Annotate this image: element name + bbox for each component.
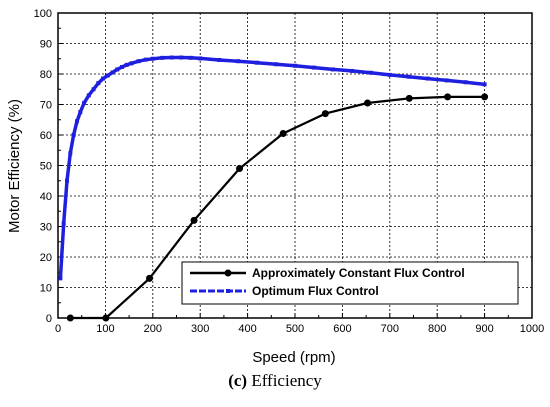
data-point-optimum-flux [119, 64, 124, 69]
y-tick-label: 100 [34, 8, 52, 20]
data-point-optimum-flux [169, 55, 174, 60]
data-point-constant-flux [444, 93, 452, 101]
y-tick-label: 70 [40, 100, 52, 112]
data-point-constant-flux [279, 129, 287, 137]
data-point-constant-flux [321, 110, 329, 118]
caption-label: (c) [228, 371, 248, 390]
x-tick-label: 500 [286, 323, 304, 335]
data-point-optimum-flux [91, 87, 96, 92]
data-point-optimum-flux [115, 67, 120, 72]
y-tick-label: 0 [46, 313, 52, 325]
data-point-optimum-flux [198, 56, 203, 61]
y-tick-label: 10 [40, 283, 52, 295]
figure-caption: (c) Efficiency [0, 371, 550, 391]
data-point-optimum-flux [387, 72, 392, 77]
efficiency-chart: 0 100 200 300 400 500 600 700 800 900 1000 0 10 20 30… [6, 8, 544, 366]
series-line-optimum-flux [58, 55, 485, 279]
x-tick-label: 1000 [520, 323, 544, 335]
y-tick-label: 80 [40, 69, 52, 81]
x-tick-label: 900 [475, 323, 493, 335]
legend-marker-optimum-flux [226, 289, 230, 293]
series-group [58, 55, 489, 322]
y-axis-title: Motor Efficiency (%) [6, 99, 23, 233]
y-tick-label: 90 [40, 39, 52, 51]
axis-ticks [57, 12, 533, 319]
data-point-optimum-flux [105, 73, 110, 78]
legend-marker-constant-flux [224, 269, 232, 277]
data-point-constant-flux [66, 314, 74, 322]
data-point-optimum-flux [71, 133, 76, 137]
data-point-optimum-flux [274, 62, 279, 67]
data-point-constant-flux [102, 314, 110, 322]
data-point-constant-flux [145, 274, 153, 282]
data-point-optimum-flux [82, 100, 87, 105]
x-tick-label: 100 [96, 323, 114, 335]
data-point-optimum-flux [217, 57, 222, 62]
data-point-optimum-flux [143, 57, 148, 62]
x-tick-label: 300 [191, 323, 209, 335]
x-tick-label: 700 [381, 323, 399, 335]
legend-label-constant-flux: Approximately Constant Flux Control [252, 266, 465, 280]
data-point-optimum-flux [129, 61, 134, 66]
data-point-optimum-flux [293, 63, 297, 68]
y-tick-label: 40 [40, 191, 52, 203]
data-point-optimum-flux [86, 93, 91, 98]
legend-label-optimum-flux: Optimum Flux Control [252, 284, 379, 298]
data-point-optimum-flux [58, 276, 63, 281]
data-point-optimum-flux [255, 60, 260, 65]
data-point-constant-flux [190, 216, 198, 224]
data-point-optimum-flux [188, 55, 193, 60]
data-point-optimum-flux [96, 81, 101, 86]
data-point-constant-flux [481, 93, 489, 101]
y-tick-labels: 0 10 20 30 40 50 60 70 80 90 100 [34, 8, 52, 325]
data-point-optimum-flux [425, 76, 430, 81]
x-axis-title: Speed (rpm) [252, 349, 335, 366]
y-tick-label: 30 [40, 222, 52, 234]
x-tick-labels: 0 100 200 300 400 500 600 700 800 900 1000 [55, 323, 544, 335]
y-tick-label: 60 [40, 130, 52, 142]
data-point-optimum-flux [65, 178, 70, 183]
x-tick-label: 0 [55, 323, 61, 335]
data-point-optimum-flux [74, 119, 79, 124]
data-point-optimum-flux [78, 110, 83, 115]
data-point-optimum-flux [160, 55, 165, 60]
caption-text: Efficiency [247, 371, 322, 390]
legend: Approximately Constant Flux Control Opti… [181, 261, 519, 305]
data-point-optimum-flux [368, 70, 373, 75]
y-tick-label: 20 [40, 252, 52, 264]
x-tick-label: 200 [144, 323, 162, 335]
data-point-optimum-flux [406, 74, 411, 79]
data-point-optimum-flux [349, 68, 354, 73]
x-tick-label: 800 [428, 323, 446, 335]
x-tick-label: 400 [238, 323, 256, 335]
data-point-constant-flux [405, 94, 413, 102]
data-point-optimum-flux [61, 221, 66, 226]
data-point-optimum-flux [136, 59, 141, 64]
legend-box [181, 261, 519, 305]
data-point-optimum-flux [463, 80, 468, 85]
data-point-optimum-flux [68, 151, 73, 156]
data-point-optimum-flux [101, 76, 106, 81]
data-point-constant-flux [236, 165, 244, 173]
x-tick-label: 600 [333, 323, 351, 335]
data-point-optimum-flux [444, 78, 449, 83]
data-point-optimum-flux [110, 70, 115, 75]
data-point-constant-flux [364, 99, 372, 107]
data-point-optimum-flux [124, 62, 129, 67]
data-point-optimum-flux [179, 55, 184, 60]
data-point-optimum-flux [311, 65, 316, 70]
data-point-optimum-flux [236, 59, 241, 64]
data-point-optimum-flux [330, 67, 335, 72]
data-point-optimum-flux [482, 82, 487, 87]
data-point-optimum-flux [150, 56, 155, 61]
y-tick-label: 50 [40, 161, 52, 173]
